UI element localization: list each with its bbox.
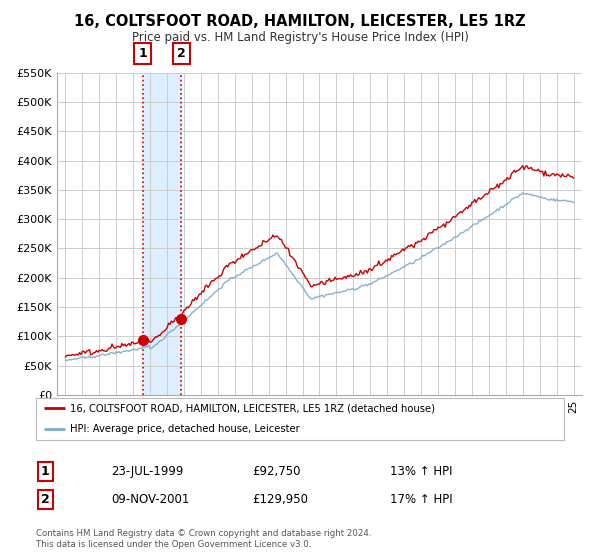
Text: 1: 1 <box>41 465 49 478</box>
Text: £129,950: £129,950 <box>252 493 308 506</box>
Text: 2: 2 <box>41 493 49 506</box>
Text: 09-NOV-2001: 09-NOV-2001 <box>111 493 190 506</box>
Bar <box>143 73 181 395</box>
Text: 16, COLTSFOOT ROAD, HAMILTON, LEICESTER, LE5 1RZ: 16, COLTSFOOT ROAD, HAMILTON, LEICESTER,… <box>74 14 526 29</box>
Text: 16, COLTSFOOT ROAD, HAMILTON, LEICESTER, LE5 1RZ (detached house): 16, COLTSFOOT ROAD, HAMILTON, LEICESTER,… <box>70 403 436 413</box>
Text: HPI: Average price, detached house, Leicester: HPI: Average price, detached house, Leic… <box>70 424 300 434</box>
Text: £92,750: £92,750 <box>252 465 301 478</box>
Text: 13% ↑ HPI: 13% ↑ HPI <box>390 465 452 478</box>
Text: 17% ↑ HPI: 17% ↑ HPI <box>390 493 452 506</box>
Text: Contains HM Land Registry data © Crown copyright and database right 2024.
This d: Contains HM Land Registry data © Crown c… <box>36 529 371 549</box>
Text: 2: 2 <box>177 47 186 60</box>
Text: 23-JUL-1999: 23-JUL-1999 <box>111 465 184 478</box>
Text: Price paid vs. HM Land Registry's House Price Index (HPI): Price paid vs. HM Land Registry's House … <box>131 31 469 44</box>
Text: 1: 1 <box>138 47 147 60</box>
